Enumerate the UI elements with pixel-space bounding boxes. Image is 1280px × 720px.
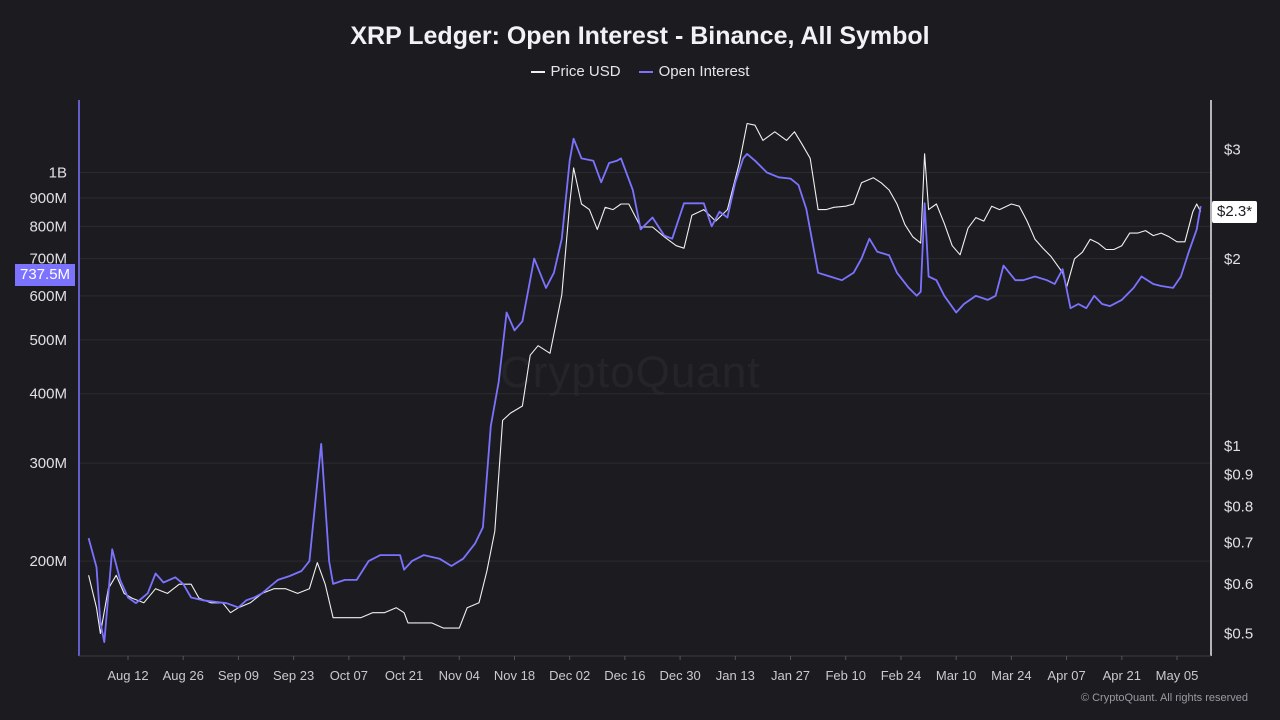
price-current-badge: $2.3* — [1212, 201, 1258, 223]
x-tick-label: Dec 02 — [549, 668, 590, 683]
x-tick-label: Feb 24 — [881, 668, 921, 683]
legend-swatch-price — [530, 70, 545, 73]
x-tick-label: Dec 16 — [604, 668, 645, 683]
x-tick-label: Sep 09 — [218, 668, 259, 683]
right-tick-label: $1 — [1224, 438, 1241, 455]
x-tick-label: Feb 10 — [825, 668, 865, 683]
right-tick-label: $2 — [1224, 251, 1241, 268]
open-interest-current-badge: 737.5M — [15, 264, 76, 286]
gridlines — [79, 171, 1211, 562]
open-interest-line — [87, 137, 1202, 643]
watermark: CryptoQuant — [500, 348, 760, 398]
left-tick-label: 800M — [29, 218, 67, 235]
right-tick-label: $0.6 — [1224, 576, 1253, 593]
right-tick-label: $0.8 — [1224, 498, 1253, 515]
left-tick-label: 200M — [29, 553, 67, 570]
x-tick-label: Aug 26 — [163, 668, 204, 683]
left-tick-label: 300M — [29, 455, 67, 472]
right-tick-label: $0.7 — [1224, 535, 1253, 552]
x-tick-label: Nov 04 — [439, 668, 480, 683]
right-tick-label: $3 — [1224, 141, 1241, 158]
legend-item-price[interactable]: Price USD — [530, 63, 621, 80]
x-tick-label: Nov 18 — [494, 668, 535, 683]
x-tick-label: Dec 30 — [660, 668, 701, 683]
left-tick-label: 600M — [29, 288, 67, 305]
x-axis-ticks: Aug 12 Aug 26 Sep 09 Sep 23 Oct 07 Oct 21 Nov … — [107, 656, 1198, 683]
x-tick-label: Aug 12 — [107, 668, 148, 683]
series-lines — [87, 122, 1202, 643]
x-tick-label: Sep 23 — [273, 668, 314, 683]
legend-item-open-interest[interactable]: Open Interest — [638, 63, 750, 80]
x-tick-label: May 05 — [1156, 668, 1199, 683]
chart-title: XRP Ledger: Open Interest - Binance, All… — [350, 22, 930, 50]
legend-swatch-open-interest — [638, 70, 653, 73]
price-line — [88, 122, 1202, 635]
x-tick-label: Oct 21 — [385, 668, 423, 683]
legend-label-price: Price USD — [550, 63, 621, 80]
right-axis-ticks: $0.5 $0.6 $0.7 $0.8 $0.9 $1 $2 $3 — [1224, 141, 1253, 642]
legend: Price USD Open Interest — [0, 63, 1280, 80]
left-tick-label: 500M — [29, 332, 67, 349]
left-tick-label: 700M — [29, 251, 67, 268]
x-tick-label: Jan 13 — [716, 668, 755, 683]
x-tick-label: Mar 24 — [991, 668, 1031, 683]
right-tick-label: $0.5 — [1224, 625, 1253, 642]
left-axis-ticks: 200M 300M 400M 500M 600M 700M 800M 900M 1B — [29, 164, 67, 570]
legend-label-open-interest: Open Interest — [658, 63, 750, 80]
x-tick-label: Oct 07 — [330, 668, 368, 683]
x-tick-label: Jan 27 — [771, 668, 810, 683]
left-tick-label: 400M — [29, 386, 67, 403]
left-tick-label: 900M — [29, 190, 67, 207]
right-tick-label: $0.9 — [1224, 467, 1253, 484]
x-tick-label: Apr 07 — [1047, 668, 1085, 683]
left-tick-label: 1B — [49, 164, 67, 181]
copyright-text: © CryptoQuant. All rights reserved — [1080, 692, 1248, 704]
x-tick-label: Apr 21 — [1103, 668, 1141, 683]
x-tick-label: Mar 10 — [936, 668, 976, 683]
